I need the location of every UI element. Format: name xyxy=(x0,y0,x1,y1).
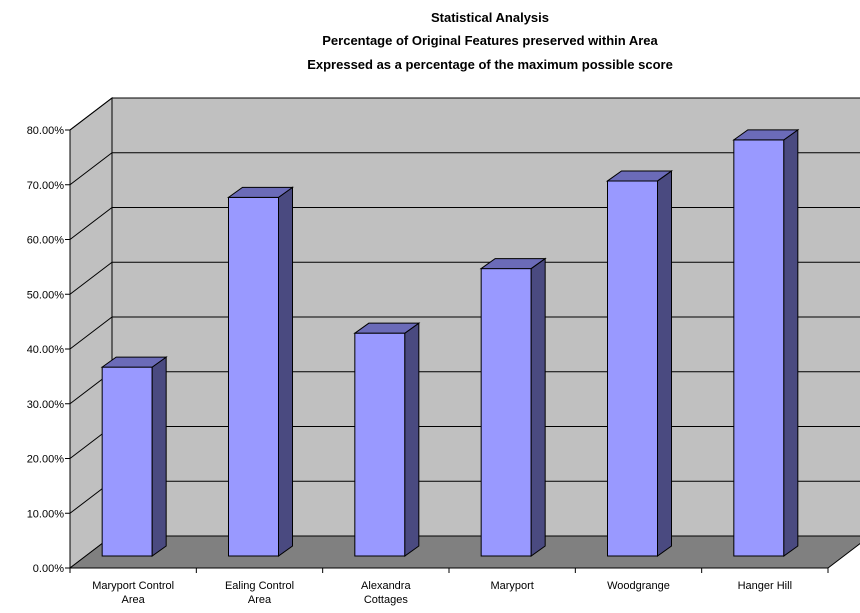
y-tick-label: 40.00% xyxy=(27,344,65,356)
y-tick-label: 0.00% xyxy=(33,563,64,575)
y-tick-label: 50.00% xyxy=(27,289,65,301)
bar-front xyxy=(607,180,658,557)
bar-side xyxy=(404,322,420,557)
x-category-label: Ealing Control xyxy=(225,580,294,592)
bar-front xyxy=(354,332,406,557)
plot-area: 0.00% 10.00% 20.00% 30.00% 40.00% 50.00% 60.00… xyxy=(27,96,860,606)
x-category-label: Cottages xyxy=(364,594,409,606)
y-tick-label: 70.00% xyxy=(27,180,65,192)
bar-front xyxy=(733,139,785,557)
bar-top xyxy=(353,322,421,334)
gridline xyxy=(69,152,860,186)
y-tick-label: 10.00% xyxy=(27,508,65,520)
x-category-label: Woodgrange xyxy=(607,580,670,592)
bar-side xyxy=(151,356,167,557)
x-category-label: Alexandra xyxy=(361,580,411,592)
y-tick-label: 60.00% xyxy=(27,235,65,247)
chart-title: Statistical Analysis Percentage of Origi… xyxy=(307,10,673,72)
bar-top xyxy=(100,356,168,368)
bar-top xyxy=(605,170,674,182)
bar-side xyxy=(530,257,546,557)
bar-front xyxy=(480,268,532,557)
y-tick-label: 80.00% xyxy=(27,125,65,137)
title-line-1: Statistical Analysis xyxy=(431,10,549,25)
y-tick-label: 20.00% xyxy=(27,454,65,466)
bar-side xyxy=(278,186,293,557)
gridline xyxy=(69,97,860,131)
bar-front xyxy=(228,196,279,557)
bar-side xyxy=(783,128,799,557)
x-category-label: Area xyxy=(248,594,272,606)
bar-top xyxy=(226,186,295,198)
bar-top xyxy=(479,258,547,270)
title-line-2: Percentage of Original Features preserve… xyxy=(322,33,658,48)
bar-front xyxy=(101,366,153,557)
bar-side xyxy=(657,169,672,557)
x-category-label: Maryport xyxy=(490,580,533,592)
x-category-label: Maryport Control xyxy=(92,580,174,592)
bar-top xyxy=(732,129,800,141)
x-category-label: Area xyxy=(122,594,146,606)
title-line-3: Expressed as a percentage of the maximum… xyxy=(307,57,673,72)
y-tick-label: 30.00% xyxy=(27,399,65,411)
x-category-label: Hanger Hill xyxy=(738,580,792,592)
